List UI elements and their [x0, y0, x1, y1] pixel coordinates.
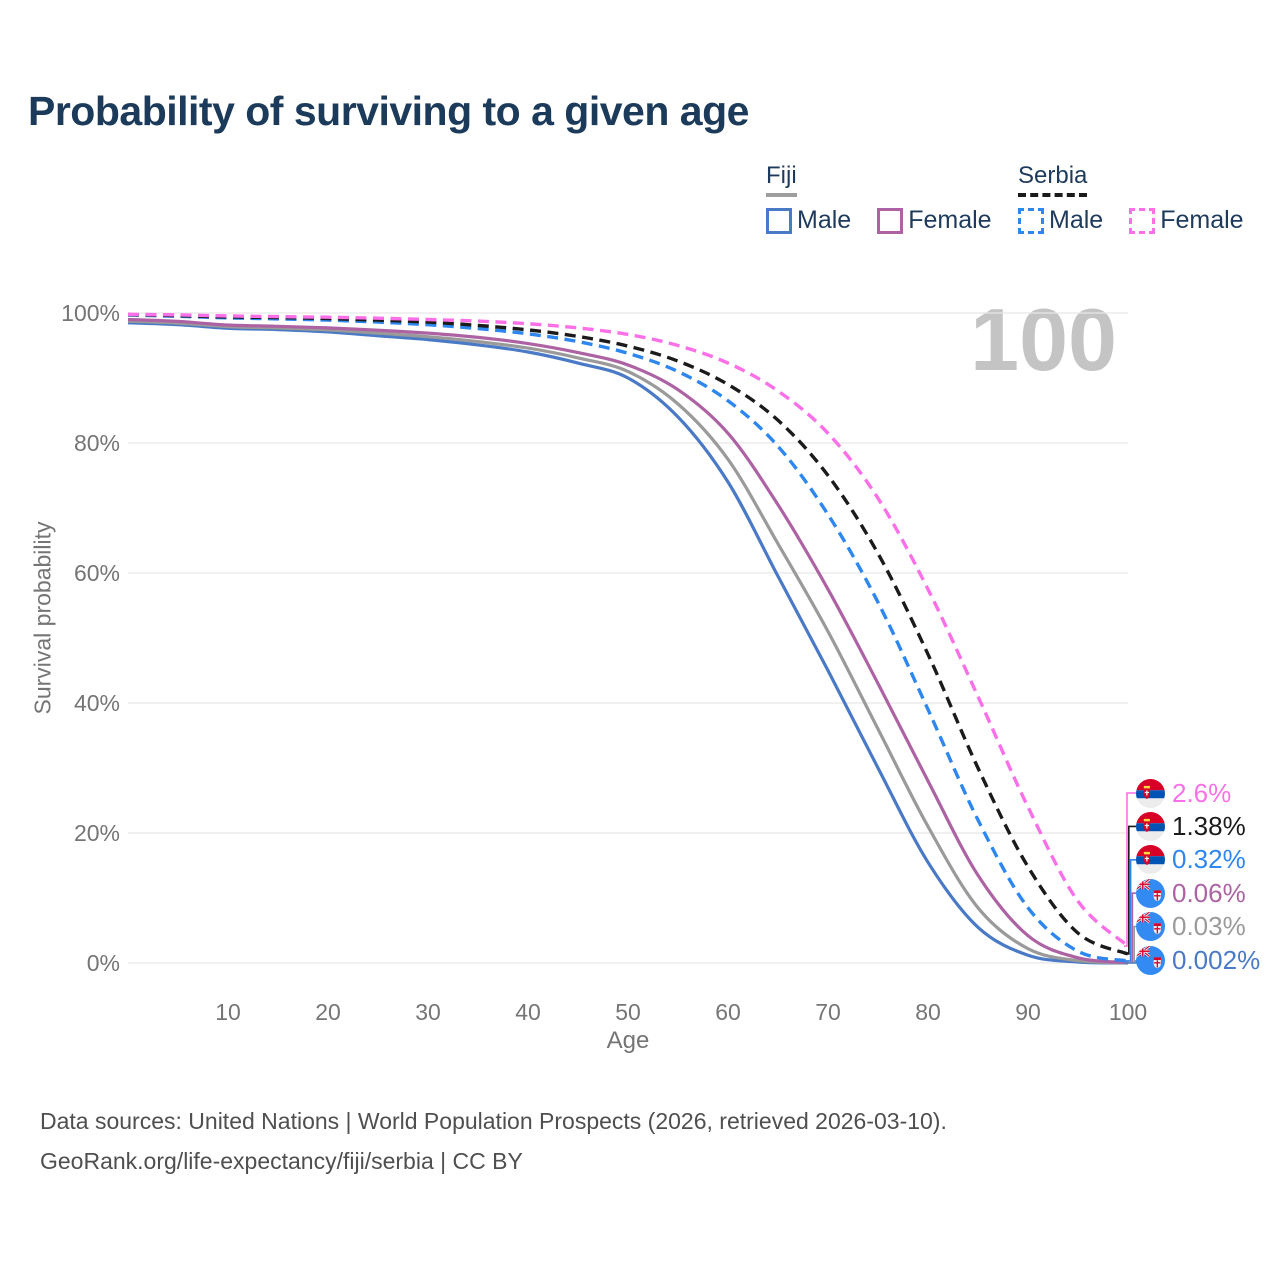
x-tick-label-100: 100 — [1108, 999, 1148, 1025]
x-axis-title: Age — [606, 1027, 650, 1054]
series-line-fiji-female[interactable] — [127, 317, 1129, 965]
series-line-serbia-male[interactable] — [127, 313, 1129, 963]
end-label-value: 0.03% — [1172, 911, 1246, 942]
fiji-flag-icon — [1136, 945, 1165, 975]
x-tick-label-70: 70 — [815, 999, 841, 1025]
legend-items-serbia: Male Female — [1018, 206, 1244, 235]
legend-item-serbia-male[interactable]: Male — [1018, 206, 1103, 235]
y-tick-label-0: 0% — [86, 950, 120, 976]
legend-group-serbia: Serbia Male Female — [1018, 162, 1244, 235]
label-connectors — [1124, 792, 1137, 964]
label-connector-serbia-both-sexes — [1124, 825, 1136, 955]
end-label-fiji-female[interactable]: 0.06% — [1136, 876, 1246, 910]
x-tick-label-20: 20 — [315, 999, 341, 1025]
end-label-value: 2.6% — [1172, 777, 1232, 808]
page-title: Probability of surviving to a given age — [28, 88, 749, 134]
legend-label: Female — [1160, 206, 1244, 234]
series-lines — [127, 312, 1130, 965]
x-tick-label-50: 50 — [615, 999, 641, 1025]
fiji-flag-icon — [1136, 878, 1165, 908]
y-tick-label-80: 80% — [73, 430, 120, 456]
label-connector-serbia-male — [1124, 859, 1136, 962]
legend-group-fiji: Fiji Male Female — [766, 162, 992, 235]
series-line-fiji-both-sexes[interactable] — [127, 319, 1129, 965]
end-label-serbia-both-sexes[interactable]: 1.38% — [1136, 809, 1246, 843]
label-connector-fiji-male — [1124, 960, 1137, 964]
legend-country-fiji: Fiji — [766, 162, 797, 197]
legend-item-serbia-female[interactable]: Female — [1129, 206, 1244, 235]
legend-item-fiji-male[interactable]: Male — [766, 206, 851, 235]
end-label-value: 0.32% — [1172, 844, 1246, 875]
end-label-serbia-male[interactable]: 0.32% — [1136, 843, 1246, 877]
legend-label: Male — [797, 206, 852, 234]
legend-label: Female — [908, 206, 992, 234]
end-label-value: 1.38% — [1172, 810, 1246, 841]
fiji-male-swatch — [766, 207, 792, 234]
attribution-link: GeoRank.org/life-expectancy/fiji/serbia … — [40, 1148, 523, 1174]
x-tick-label-80: 80 — [915, 999, 941, 1025]
x-tick-label-60: 60 — [715, 999, 741, 1025]
serbia-male-swatch — [1018, 207, 1044, 234]
y-tick-label-40: 40% — [73, 690, 120, 716]
serbia-flag-icon — [1136, 845, 1165, 875]
end-label-fiji-male[interactable]: 0.002% — [1136, 943, 1260, 977]
end-label-value: 0.06% — [1172, 877, 1246, 908]
data-sources-note: Data sources: United Nations | World Pop… — [40, 1108, 947, 1134]
legend-label: Male — [1049, 206, 1104, 234]
fiji-female-swatch — [877, 207, 904, 234]
fiji-flag-icon — [1136, 912, 1165, 942]
end-label-fiji-both-sexes[interactable]: 0.03% — [1136, 910, 1246, 944]
series-line-serbia-female[interactable] — [127, 312, 1130, 948]
end-label-serbia-female[interactable]: 2.6% — [1136, 776, 1231, 810]
age-watermark: 100 — [970, 290, 1117, 389]
x-tick-label-90: 90 — [1015, 999, 1041, 1025]
y-tick-label-100: 100% — [61, 300, 120, 326]
series-line-serbia-both-sexes[interactable] — [127, 312, 1129, 956]
serbia-flag-icon — [1136, 778, 1165, 808]
y-tick-label-60: 60% — [73, 560, 120, 586]
end-label-value: 0.002% — [1172, 944, 1261, 975]
legend-items-fiji: Male Female — [766, 206, 992, 235]
x-tick-label-30: 30 — [415, 999, 441, 1025]
x-tick-label-40: 40 — [515, 999, 541, 1025]
legend-item-fiji-female[interactable]: Female — [877, 206, 992, 235]
y-axis-title: Survival probability — [29, 521, 56, 715]
gridlines — [128, 312, 1128, 964]
legend-country-serbia: Serbia — [1018, 162, 1088, 197]
x-tick-label-10: 10 — [215, 999, 241, 1025]
series-line-fiji-male[interactable] — [127, 321, 1129, 965]
serbia-female-swatch — [1129, 207, 1156, 234]
y-tick-label-20: 20% — [73, 820, 120, 846]
label-connector-serbia-female — [1124, 792, 1136, 947]
serbia-flag-icon — [1136, 811, 1165, 841]
